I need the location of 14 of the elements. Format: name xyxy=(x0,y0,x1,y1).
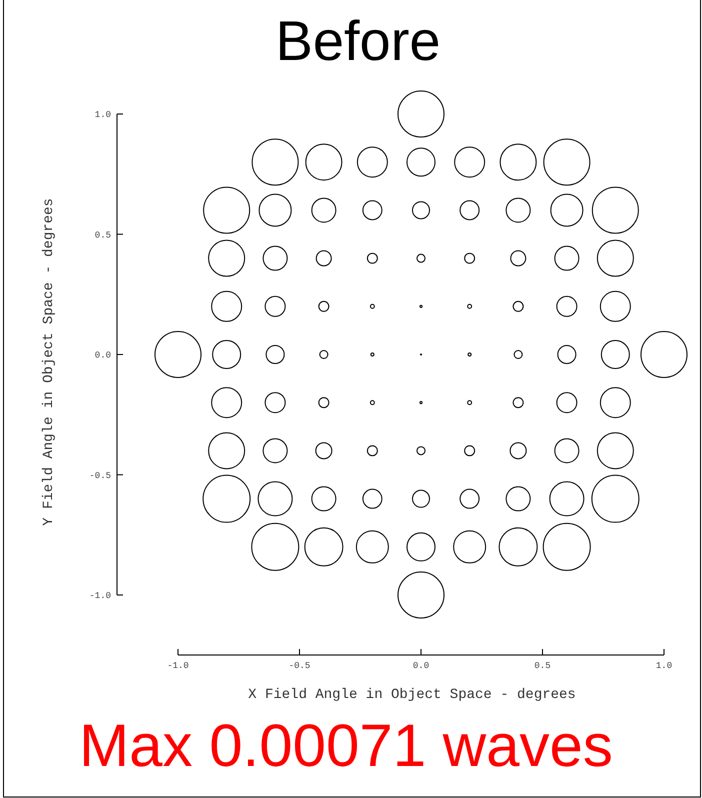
text: Max 0.00071 waves xyxy=(79,712,613,779)
x-tick-label: 1.0 xyxy=(656,661,672,671)
y-tick-label: -0.5 xyxy=(89,470,111,481)
x-tick-label: -0.5 xyxy=(288,661,310,671)
x-tick-label: 0.0 xyxy=(412,661,430,671)
y-tick-label: 0.0 xyxy=(94,350,111,360)
y-tick-label: 0.5 xyxy=(94,230,111,240)
chart-title: Before xyxy=(276,9,440,72)
y-tick-label: 1.0 xyxy=(94,110,111,120)
y-tick-label: -1.0 xyxy=(89,591,111,601)
x-tick-label: 0.5 xyxy=(534,661,551,671)
y-axis-title: Y Field Angle in Object Space - degrees xyxy=(41,198,57,526)
x-axis-title: X Field Angle in Object Space - degrees xyxy=(248,687,576,703)
x-tick-label: -1.0 xyxy=(167,661,189,671)
